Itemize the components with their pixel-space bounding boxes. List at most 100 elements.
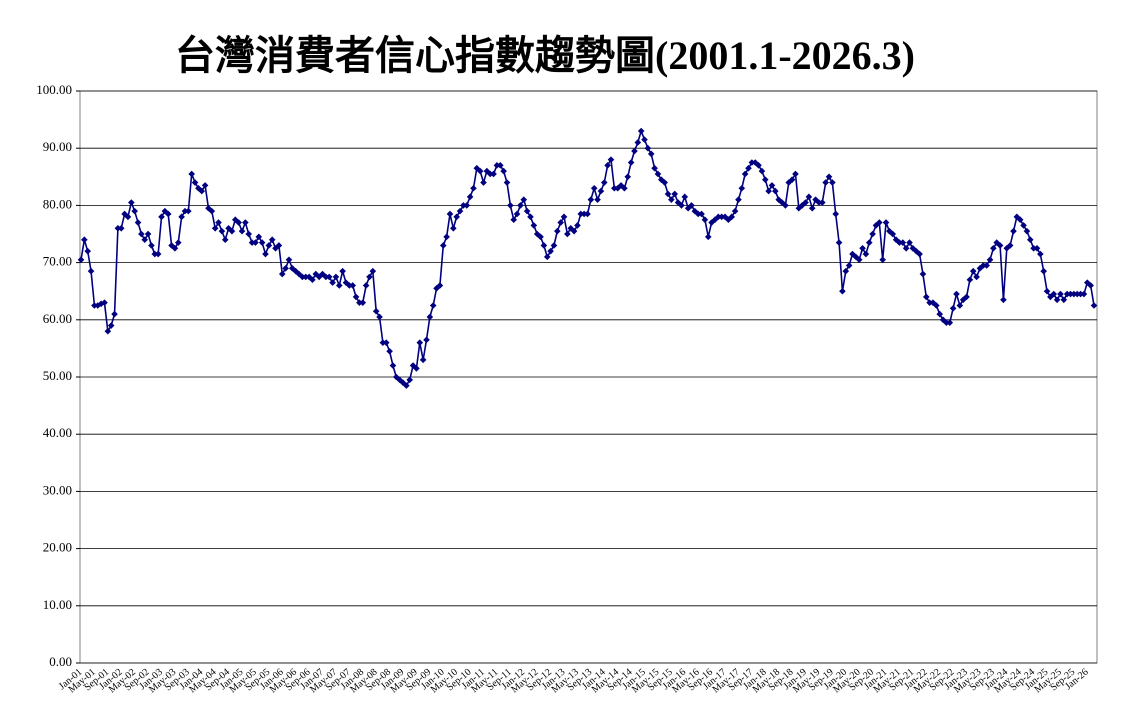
data-point	[607, 156, 615, 163]
data-point	[1083, 279, 1091, 286]
data-point	[966, 276, 974, 284]
data-point	[513, 210, 521, 218]
data-point	[507, 202, 514, 209]
data-point	[604, 162, 611, 169]
data-point	[574, 222, 581, 229]
data-point	[735, 196, 742, 203]
data-point	[1030, 245, 1037, 252]
data-point	[419, 356, 427, 364]
data-point	[218, 227, 226, 235]
data-point	[631, 147, 638, 155]
data-point	[161, 207, 169, 215]
y-tick-label: 20.00	[43, 540, 72, 555]
data-point	[782, 202, 789, 209]
data-point	[772, 187, 779, 195]
data-point	[463, 202, 471, 209]
data-point	[278, 270, 286, 278]
data-point	[654, 170, 662, 178]
data-point	[560, 213, 568, 221]
data-point	[815, 199, 823, 206]
data-point	[1060, 296, 1068, 304]
data-point	[346, 282, 353, 289]
data-point	[443, 233, 450, 241]
data-point	[268, 236, 276, 244]
data-point	[671, 190, 679, 198]
data-point	[285, 256, 293, 264]
data-point	[188, 170, 195, 178]
data-point	[570, 227, 578, 235]
data-point	[527, 213, 534, 221]
data-point	[476, 167, 484, 175]
data-point	[587, 196, 595, 203]
data-point	[1010, 227, 1017, 235]
data-point	[517, 202, 524, 209]
data-point	[788, 176, 796, 183]
data-point	[439, 242, 447, 249]
data-point	[1070, 290, 1078, 298]
data-point	[107, 322, 115, 329]
data-point	[185, 207, 192, 215]
data-point	[503, 179, 511, 186]
data-point	[886, 227, 893, 235]
data-point	[369, 267, 377, 275]
data-point	[1077, 290, 1084, 298]
data-point	[949, 305, 957, 312]
data-point	[231, 216, 239, 223]
data-point	[486, 170, 494, 178]
data-point	[547, 247, 554, 255]
data-point	[87, 267, 95, 275]
data-point	[366, 273, 373, 281]
data-point	[859, 245, 866, 252]
data-point	[265, 242, 273, 249]
data-point	[262, 250, 269, 258]
data-point	[138, 230, 145, 238]
data-point	[335, 282, 343, 289]
data-point	[181, 207, 189, 215]
data-point	[1026, 236, 1034, 244]
data-point	[839, 287, 846, 295]
data-point	[802, 199, 809, 206]
data-point	[292, 267, 299, 275]
data-point	[718, 213, 725, 221]
data-point	[698, 210, 705, 218]
data-point	[144, 230, 152, 238]
data-point	[822, 179, 829, 186]
data-point	[171, 245, 179, 252]
data-point	[255, 233, 263, 241]
data-point	[584, 210, 591, 218]
data-point	[634, 139, 642, 146]
data-point	[778, 199, 786, 206]
data-point	[661, 179, 668, 186]
data-point	[483, 167, 491, 175]
data-point	[480, 179, 487, 186]
data-point	[275, 242, 283, 249]
data-point	[490, 170, 497, 178]
data-point	[681, 193, 689, 201]
data-point	[564, 230, 571, 238]
data-point	[939, 316, 947, 324]
data-point	[637, 127, 645, 135]
data-point	[450, 224, 457, 232]
data-point	[1063, 290, 1071, 298]
data-point	[198, 187, 206, 195]
data-point	[684, 204, 692, 212]
data-point	[215, 219, 222, 226]
data-point	[342, 279, 350, 286]
data-point	[996, 242, 1004, 249]
data-point	[741, 170, 749, 178]
data-point	[577, 210, 585, 218]
data-point	[393, 373, 400, 381]
data-point	[493, 162, 501, 169]
data-point	[339, 267, 346, 275]
data-point	[426, 313, 434, 321]
data-point	[530, 222, 538, 229]
y-tick-label: 60.00	[43, 311, 72, 326]
data-point	[896, 239, 903, 246]
data-point	[416, 339, 424, 346]
data-point	[238, 227, 246, 235]
data-point	[755, 162, 762, 169]
data-point	[164, 210, 172, 218]
data-point	[902, 245, 910, 252]
data-point	[933, 302, 940, 309]
